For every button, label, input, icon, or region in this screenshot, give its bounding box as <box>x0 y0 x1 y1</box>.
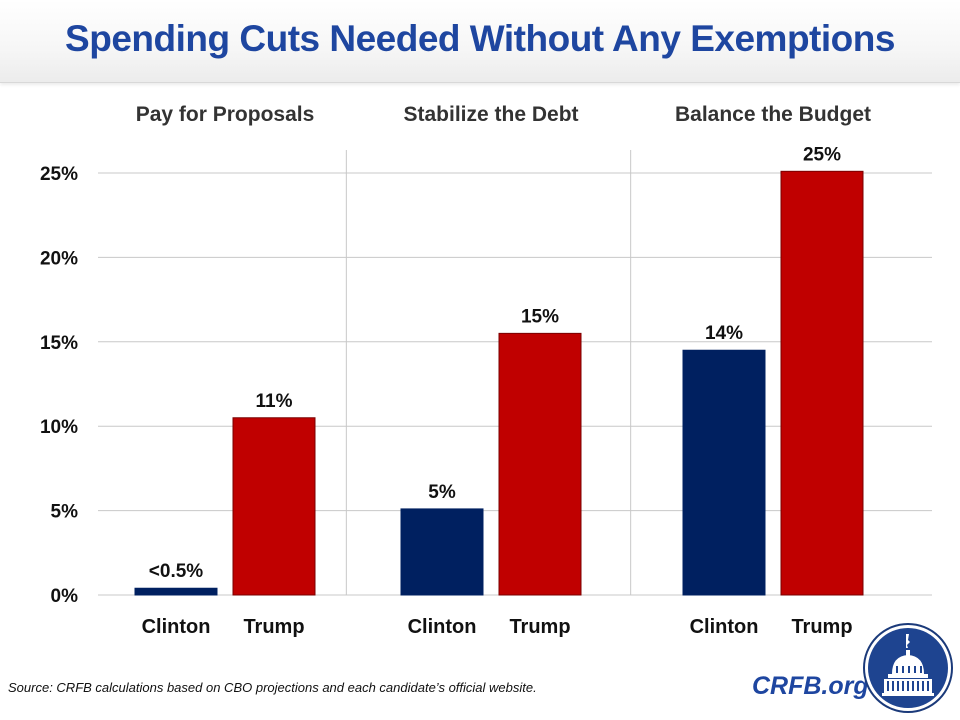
crfb-logo <box>863 623 953 713</box>
y-tick-label: 20% <box>40 248 78 269</box>
x-tick-label: Trump <box>243 616 304 638</box>
x-tick-label: Clinton <box>408 616 477 638</box>
bar-clinton <box>682 349 766 596</box>
data-label: 25% <box>803 144 841 165</box>
group-label: Balance the Budget <box>675 103 871 126</box>
y-tick-label: 5% <box>51 502 79 523</box>
y-tick-label: 10% <box>40 417 78 438</box>
data-label: 5% <box>428 482 456 503</box>
bar-trump <box>780 170 864 596</box>
x-tick-label: Trump <box>509 616 570 638</box>
bar-clinton <box>400 508 484 596</box>
data-label: 11% <box>256 391 293 412</box>
y-tick-label: 15% <box>40 333 78 354</box>
title-banner: Spending Cuts Needed Without Any Exempti… <box>0 0 960 83</box>
site-link[interactable]: CRFB.org <box>752 672 869 700</box>
group-label: Stabilize the Debt <box>403 103 578 126</box>
group-label: Pay for Proposals <box>136 103 315 126</box>
source-note: Source: CRFB calculations based on CBO p… <box>8 680 537 695</box>
x-tick-label: Clinton <box>142 616 211 638</box>
bar-trump <box>498 332 582 596</box>
x-tick-label: Trump <box>791 616 852 638</box>
bar-clinton <box>134 587 218 596</box>
data-label: <0.5% <box>149 561 204 582</box>
bar-trump <box>232 417 316 596</box>
data-label: 14% <box>705 323 743 344</box>
chart-title: Spending Cuts Needed Without Any Exempti… <box>65 18 895 59</box>
y-tick-label: 25% <box>40 164 78 185</box>
data-label: 15% <box>521 306 559 327</box>
y-tick-label: 0% <box>51 586 79 607</box>
x-tick-label: Clinton <box>690 616 759 638</box>
